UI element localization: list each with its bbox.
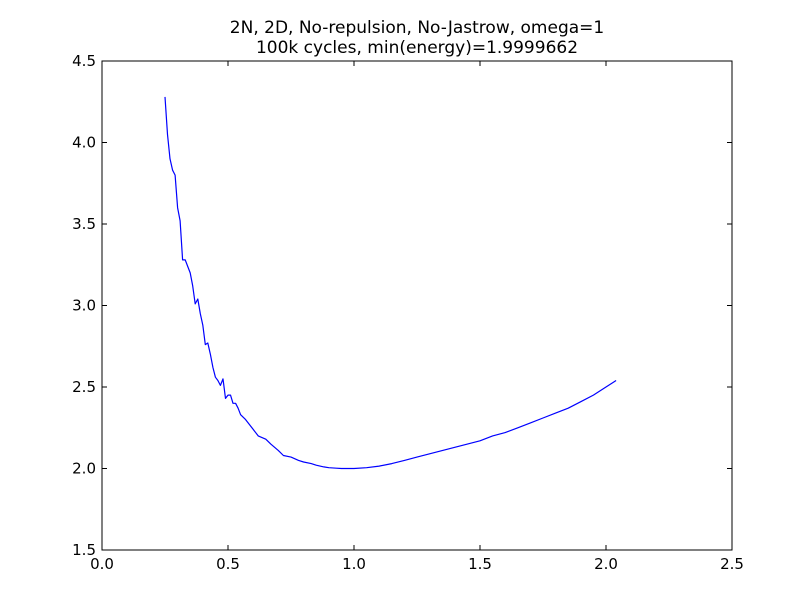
y-tick-label: 3.5 [72, 215, 96, 233]
y-tick-label: 4.5 [72, 52, 96, 70]
chart-title-line-1: 2N, 2D, No-repulsion, No-Jastrow, omega=… [230, 18, 604, 38]
x-tick-label: 1.5 [468, 555, 492, 573]
energy-series-line [164, 96, 617, 470]
x-axis-ticks: 0.0 0.5 1.0 1.5 2.0 2.5 [90, 61, 744, 573]
y-tick-label: 3.0 [72, 297, 96, 315]
y-tick-label: 1.5 [72, 541, 96, 559]
x-tick-label: 2.0 [594, 555, 618, 573]
chart-title-line-2: 100k cycles, min(energy)=1.9999662 [256, 38, 578, 58]
x-tick-label: 2.5 [720, 555, 744, 573]
y-tick-label: 4.0 [72, 134, 96, 152]
x-tick-label: 1.0 [342, 555, 366, 573]
y-tick-label: 2.0 [72, 460, 96, 478]
series-layer [164, 96, 617, 470]
x-tick-label: 0.0 [90, 555, 114, 573]
plot-area-frame [101, 60, 733, 551]
x-tick-label: 0.5 [216, 555, 240, 573]
y-tick-label: 2.5 [72, 378, 96, 396]
